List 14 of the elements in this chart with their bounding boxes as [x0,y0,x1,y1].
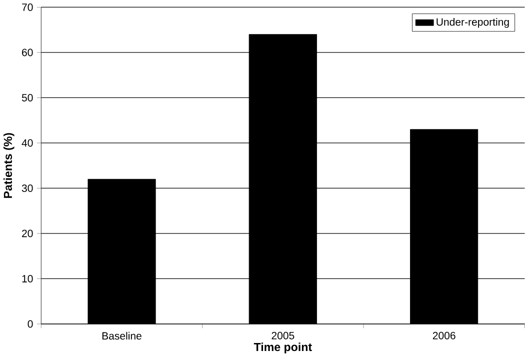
y-tick-label: 30 [22,184,33,192]
x-axis-title: Time point [254,342,312,354]
y-tick-label: 50 [22,94,33,102]
y-axis-title: Patients (%) [4,133,14,198]
x-tick-label: Baseline [102,332,142,340]
x-tick-label: 2005 [272,332,294,340]
x-tick-label: 2006 [432,332,456,340]
y-tick-label: 70 [22,4,33,11]
y-tick-label: 0 [28,320,33,328]
y-tick-label: 40 [22,139,33,147]
legend-label: Under-reporting [436,18,509,28]
y-tick-label: 10 [22,275,33,282]
y-tick-label: 60 [22,48,33,56]
y-tick-label: 20 [22,230,33,238]
